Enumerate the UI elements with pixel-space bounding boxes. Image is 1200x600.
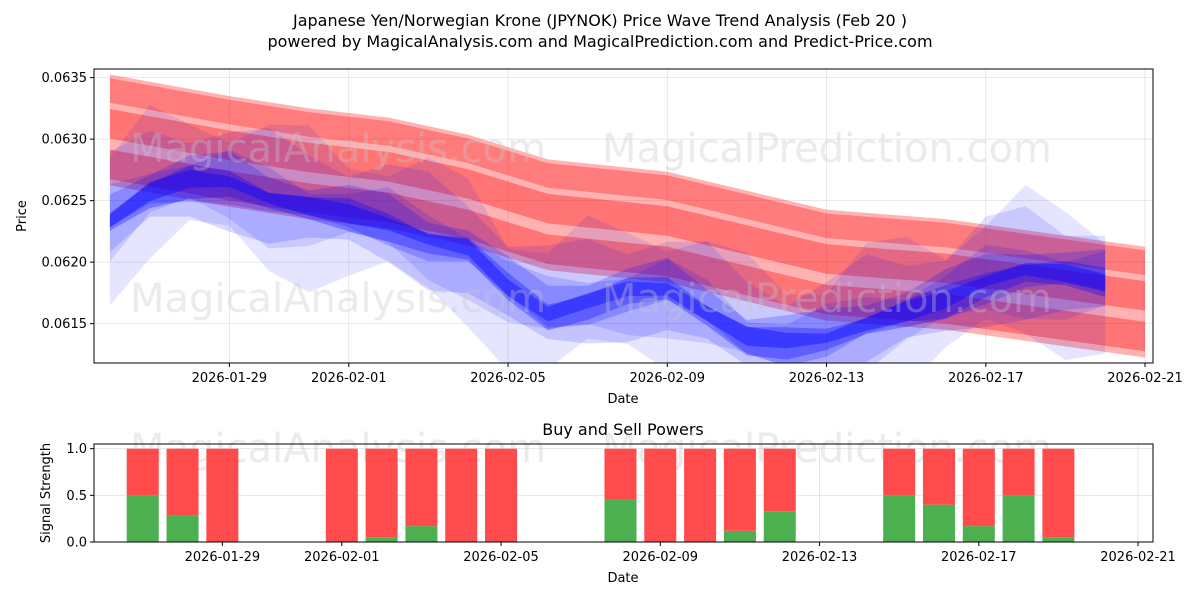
sell-bar <box>206 448 239 542</box>
top-x-tick-label: 2026-02-05 <box>470 371 546 386</box>
sell-bar <box>962 448 995 527</box>
sell-bar <box>1042 448 1075 538</box>
sell-bar <box>723 448 756 531</box>
bottom-x-tick-label: 2026-02-09 <box>623 550 699 565</box>
top-y-tick-label: 0.0615 <box>42 317 88 332</box>
top-bands <box>109 74 1145 363</box>
sell-bar <box>763 448 796 512</box>
bottom-x-tick-label: 2026-02-01 <box>304 550 380 565</box>
prediction-band-1 <box>109 74 1145 309</box>
sell-bar <box>644 448 677 542</box>
bottom-y-axis-label: Signal Strength <box>39 443 54 543</box>
top-x-axis: 2026-01-29 2026-02-01 2026-02-05 2026-02-09… <box>192 363 1183 386</box>
figure-subtitle: powered by MagicalAnalysis.com and Magic… <box>267 32 932 51</box>
top-y-tick-label: 0.0620 <box>42 256 88 271</box>
bottom-y-tick-label: 0.5 <box>66 489 87 504</box>
bottom-x-tick-label: 2026-02-13 <box>782 550 858 565</box>
buy-bar <box>166 515 199 542</box>
top-x-tick-label: 2026-02-17 <box>948 371 1024 386</box>
sell-bar <box>325 448 358 542</box>
buy-bar <box>962 526 995 542</box>
watermark-prediction-mid: MagicalPrediction.com <box>602 276 1052 322</box>
top-x-tick-label: 2026-01-29 <box>192 371 268 386</box>
buy-bar <box>723 530 756 542</box>
sell-bar <box>684 448 717 542</box>
top-x-tick-label: 2026-02-09 <box>630 371 706 386</box>
prediction-band-4 <box>109 149 1145 352</box>
top-x-axis-label: Date <box>607 392 638 407</box>
sell-bar <box>365 448 398 538</box>
sell-bar <box>1002 448 1035 496</box>
sell-bar <box>883 448 916 496</box>
top-plot-frame <box>93 68 1154 364</box>
sell-bar <box>604 448 637 500</box>
price-wave-chart: MagicalAnalysis.com MagicalPrediction.co… <box>15 68 1183 407</box>
bottom-bars <box>126 448 1075 542</box>
bottom-chart-title: Buy and Sell Powers <box>542 420 704 439</box>
buy-bar <box>365 537 398 542</box>
buy-bar <box>604 499 637 542</box>
bottom-y-axis: 0.0 0.5 1.0 <box>66 442 94 551</box>
bottom-x-axis: 2026-01-29 2026-02-01 2026-02-05 2026-02-09… <box>185 542 1176 565</box>
sell-bar <box>922 448 955 505</box>
sell-bar <box>485 448 518 542</box>
bottom-x-axis-label: Date <box>607 571 638 586</box>
bottom-y-tick-label: 0.0 <box>66 536 87 551</box>
history-wave-band-1 <box>109 104 1106 363</box>
buy-bar <box>763 511 796 542</box>
prediction-band-3 <box>109 109 1145 311</box>
watermark-analysis-top: MagicalAnalysis.com <box>130 126 546 172</box>
bottom-x-tick-label: 2026-02-17 <box>941 550 1017 565</box>
watermark-prediction-top: MagicalPrediction.com <box>602 126 1052 172</box>
buy-bar <box>405 526 438 542</box>
bottom-x-tick-label: 2026-01-29 <box>185 550 261 565</box>
top-y-tick-label: 0.0635 <box>42 71 88 86</box>
watermark-analysis-mid: MagicalAnalysis.com <box>130 276 546 322</box>
buy-bar <box>126 495 159 542</box>
sell-bar <box>405 448 438 527</box>
top-x-tick-label: 2026-02-21 <box>1107 371 1183 386</box>
figure-title: Japanese Yen/Norwegian Krone (JPYNOK) Pr… <box>292 11 907 30</box>
top-grid <box>94 69 1153 363</box>
top-y-axis: 0.0615 0.0620 0.0625 0.0630 0.0635 <box>42 71 94 332</box>
sell-bar <box>166 448 199 516</box>
buy-bar <box>1042 537 1075 542</box>
buy-bar <box>1002 495 1035 542</box>
bottom-y-tick-label: 1.0 <box>66 442 87 457</box>
top-y-axis-label: Price <box>15 200 30 232</box>
history-wave-band-5 <box>109 165 1106 360</box>
top-x-tick-label: 2026-02-13 <box>789 371 865 386</box>
sell-bar <box>126 448 159 496</box>
history-wave-band-4 <box>109 151 1106 363</box>
top-y-tick-label: 0.0630 <box>42 133 88 148</box>
top-x-tick-label: 2026-02-01 <box>311 371 387 386</box>
history-wave-band-3 <box>109 149 1106 363</box>
bottom-plot-frame <box>93 443 1154 543</box>
buy-sell-chart: Buy and Sell Powers MagicalAnalysis.com … <box>39 420 1176 586</box>
prediction-band-2 <box>109 136 1145 358</box>
history-wave-band-2 <box>109 128 1106 363</box>
buy-bar <box>883 495 916 542</box>
history-wave-band-6 <box>109 169 1106 349</box>
prediction-band-5 <box>109 78 1145 275</box>
top-y-tick-label: 0.0625 <box>42 194 88 209</box>
buy-bar <box>922 504 955 542</box>
bottom-x-tick-label: 2026-02-05 <box>463 550 539 565</box>
sell-bar <box>445 448 478 542</box>
bottom-x-tick-label: 2026-02-21 <box>1100 550 1176 565</box>
